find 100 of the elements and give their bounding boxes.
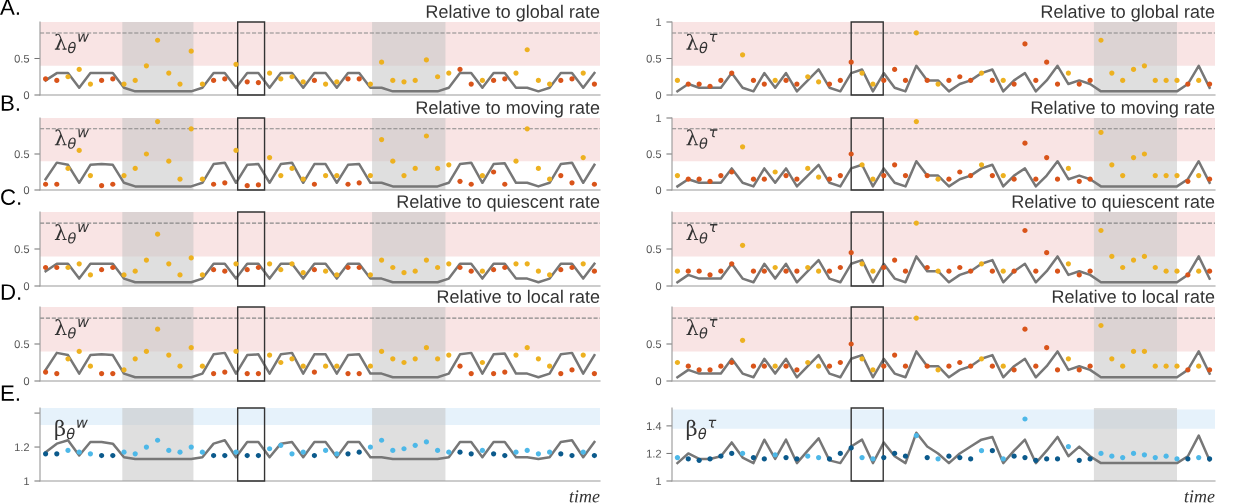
point <box>345 76 351 82</box>
point <box>718 363 724 369</box>
point <box>1065 261 1071 267</box>
point <box>848 250 854 256</box>
point <box>750 268 757 274</box>
point <box>957 359 963 366</box>
point <box>502 181 508 187</box>
point <box>390 356 396 362</box>
point <box>401 359 407 366</box>
point <box>1076 457 1082 463</box>
point <box>367 363 373 369</box>
point <box>311 452 317 459</box>
point <box>1185 367 1191 373</box>
point <box>718 173 724 179</box>
point <box>772 169 778 175</box>
point <box>110 181 116 187</box>
point <box>255 182 261 188</box>
point <box>132 165 138 171</box>
point <box>479 268 485 274</box>
point <box>289 261 295 267</box>
point <box>379 437 385 443</box>
point <box>177 81 183 87</box>
point <box>177 449 183 455</box>
y-tick-label: 1.4 <box>646 422 662 430</box>
point <box>1163 363 1169 369</box>
line-series <box>676 159 1211 188</box>
point <box>750 176 757 182</box>
point <box>435 264 441 271</box>
point <box>1076 81 1082 87</box>
point <box>143 257 149 263</box>
point <box>989 363 995 369</box>
point <box>978 356 985 362</box>
point <box>188 345 194 351</box>
point <box>188 444 194 450</box>
point <box>423 439 429 445</box>
point <box>837 450 843 457</box>
point <box>1120 363 1126 369</box>
point <box>837 264 843 271</box>
point <box>1130 66 1137 73</box>
point <box>300 449 306 455</box>
point <box>1000 77 1006 83</box>
point <box>1174 268 1180 274</box>
point <box>1130 450 1137 457</box>
point <box>211 452 217 459</box>
point <box>479 447 485 454</box>
point <box>1098 227 1104 234</box>
point <box>502 76 508 82</box>
point <box>513 158 519 164</box>
point <box>946 268 952 274</box>
y-tick-label: 0.5 <box>14 245 30 254</box>
point <box>99 267 105 273</box>
point <box>1054 367 1061 373</box>
point <box>211 371 217 377</box>
point <box>1109 70 1115 76</box>
point <box>569 452 575 459</box>
point <box>300 270 306 276</box>
point <box>848 341 854 347</box>
line-series <box>44 439 596 461</box>
point <box>892 352 898 358</box>
point <box>513 352 519 358</box>
point <box>1022 227 1028 234</box>
point <box>968 77 974 83</box>
point <box>468 451 474 457</box>
point <box>1185 81 1191 87</box>
point <box>881 454 887 461</box>
point <box>65 356 71 362</box>
point <box>401 270 407 276</box>
point <box>1130 257 1137 263</box>
point <box>390 158 396 164</box>
point <box>968 173 974 179</box>
point <box>1076 367 1082 373</box>
point <box>233 261 239 267</box>
point <box>1163 453 1169 459</box>
point <box>591 268 597 274</box>
point <box>323 363 329 369</box>
point <box>1054 268 1061 274</box>
point <box>761 268 767 274</box>
point <box>1011 453 1017 459</box>
point <box>87 363 93 369</box>
point <box>739 52 746 58</box>
point <box>379 257 385 263</box>
point <box>707 272 713 278</box>
point <box>99 77 105 83</box>
point <box>110 264 116 271</box>
point <box>255 264 261 271</box>
point <box>121 367 127 373</box>
point <box>1141 151 1148 157</box>
point <box>479 77 485 83</box>
point <box>870 367 876 373</box>
point <box>76 66 82 73</box>
point <box>1065 356 1071 362</box>
point <box>535 268 541 274</box>
chart-title: Relative to local rate <box>1052 289 1215 304</box>
point <box>1087 456 1093 462</box>
point <box>1206 176 1213 182</box>
chart-title: Relative to quiescent rate <box>1012 194 1215 212</box>
point <box>935 81 941 87</box>
point <box>87 451 93 457</box>
point <box>255 371 261 377</box>
point <box>289 451 295 457</box>
